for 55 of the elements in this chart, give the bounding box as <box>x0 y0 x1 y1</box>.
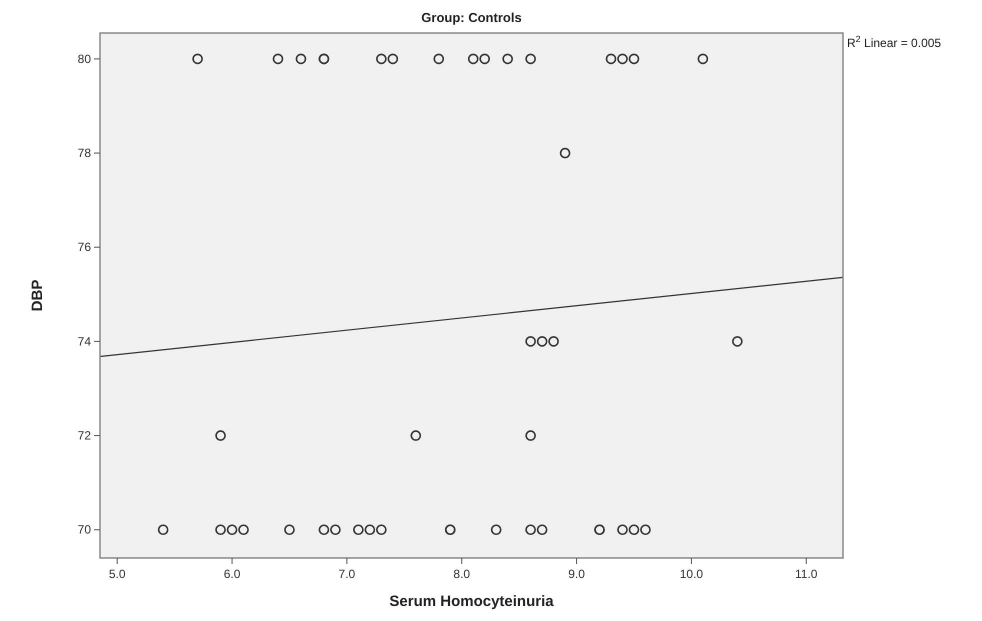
point <box>617 524 628 536</box>
point <box>158 524 168 536</box>
point <box>318 524 330 536</box>
point <box>388 54 398 64</box>
point <box>536 524 548 536</box>
x-tick-label: 5.0 <box>108 567 126 581</box>
point <box>502 54 513 64</box>
chart-title: Group: Controls <box>421 10 522 25</box>
point <box>353 524 364 536</box>
y-tick-label: 80 <box>78 52 92 66</box>
point <box>479 54 490 64</box>
y-tick-label: 74 <box>78 334 92 348</box>
point <box>226 524 238 536</box>
point <box>296 54 306 64</box>
point <box>330 524 341 536</box>
y-tick-label: 70 <box>78 522 92 537</box>
point <box>215 430 226 441</box>
point <box>525 524 536 536</box>
point <box>272 54 284 64</box>
point <box>617 54 628 64</box>
point <box>560 148 570 158</box>
text: R$^{2}$ Linear = 0.005 <box>847 34 942 50</box>
point <box>468 54 479 64</box>
y-tick-label: 76 <box>78 240 92 254</box>
point <box>628 524 640 536</box>
point <box>525 430 536 441</box>
point <box>606 54 616 64</box>
point <box>410 430 422 441</box>
point <box>192 54 203 64</box>
point <box>732 336 743 347</box>
y-tick-label: 72 <box>78 428 92 443</box>
x-tick-label: 7.0 <box>338 567 356 581</box>
point <box>364 524 376 536</box>
x-tick-label: 6.0 <box>224 567 241 581</box>
point <box>525 54 536 64</box>
x-axis-title: Serum Homocyteinuria <box>389 593 554 610</box>
point <box>548 336 559 347</box>
x-tick-label: 9.0 <box>568 567 586 581</box>
x-tick-label: 11.0 <box>795 567 818 581</box>
y-tick-label: 78 <box>78 146 92 160</box>
point <box>284 524 295 536</box>
point <box>238 524 249 536</box>
x-tick-label: 8.0 <box>453 567 470 581</box>
point <box>433 54 444 64</box>
point <box>490 524 502 536</box>
x-tick-label: 10.0 <box>680 567 704 581</box>
point <box>698 54 708 64</box>
point <box>215 524 226 536</box>
point <box>628 54 640 64</box>
point <box>536 336 548 347</box>
point <box>525 336 536 347</box>
point <box>640 524 651 536</box>
point <box>376 54 387 64</box>
point <box>376 524 387 536</box>
y-axis-title: DBP <box>29 280 46 312</box>
